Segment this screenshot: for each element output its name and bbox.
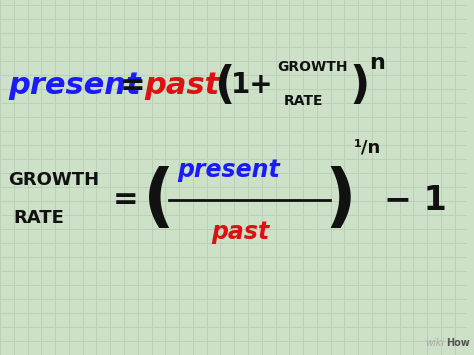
Text: ¹/n: ¹/n bbox=[355, 139, 382, 157]
Text: GROWTH: GROWTH bbox=[8, 171, 99, 189]
Text: =: = bbox=[120, 71, 146, 99]
Text: GROWTH: GROWTH bbox=[278, 60, 348, 74]
Text: present: present bbox=[177, 158, 280, 182]
Text: (: ( bbox=[215, 64, 235, 106]
Text: wiki: wiki bbox=[425, 338, 444, 348]
Text: RATE: RATE bbox=[14, 209, 64, 227]
Text: How: How bbox=[446, 338, 470, 348]
Text: past: past bbox=[211, 220, 270, 244]
Text: =: = bbox=[113, 186, 139, 214]
Text: − 1: − 1 bbox=[384, 184, 447, 217]
Text: (: ( bbox=[143, 166, 174, 234]
Text: present: present bbox=[8, 71, 140, 99]
Text: past: past bbox=[145, 71, 220, 99]
Text: n: n bbox=[369, 53, 385, 73]
Text: RATE: RATE bbox=[283, 94, 323, 108]
Text: 1+: 1+ bbox=[231, 71, 274, 99]
Text: ): ) bbox=[349, 64, 370, 106]
Text: ): ) bbox=[325, 166, 356, 234]
